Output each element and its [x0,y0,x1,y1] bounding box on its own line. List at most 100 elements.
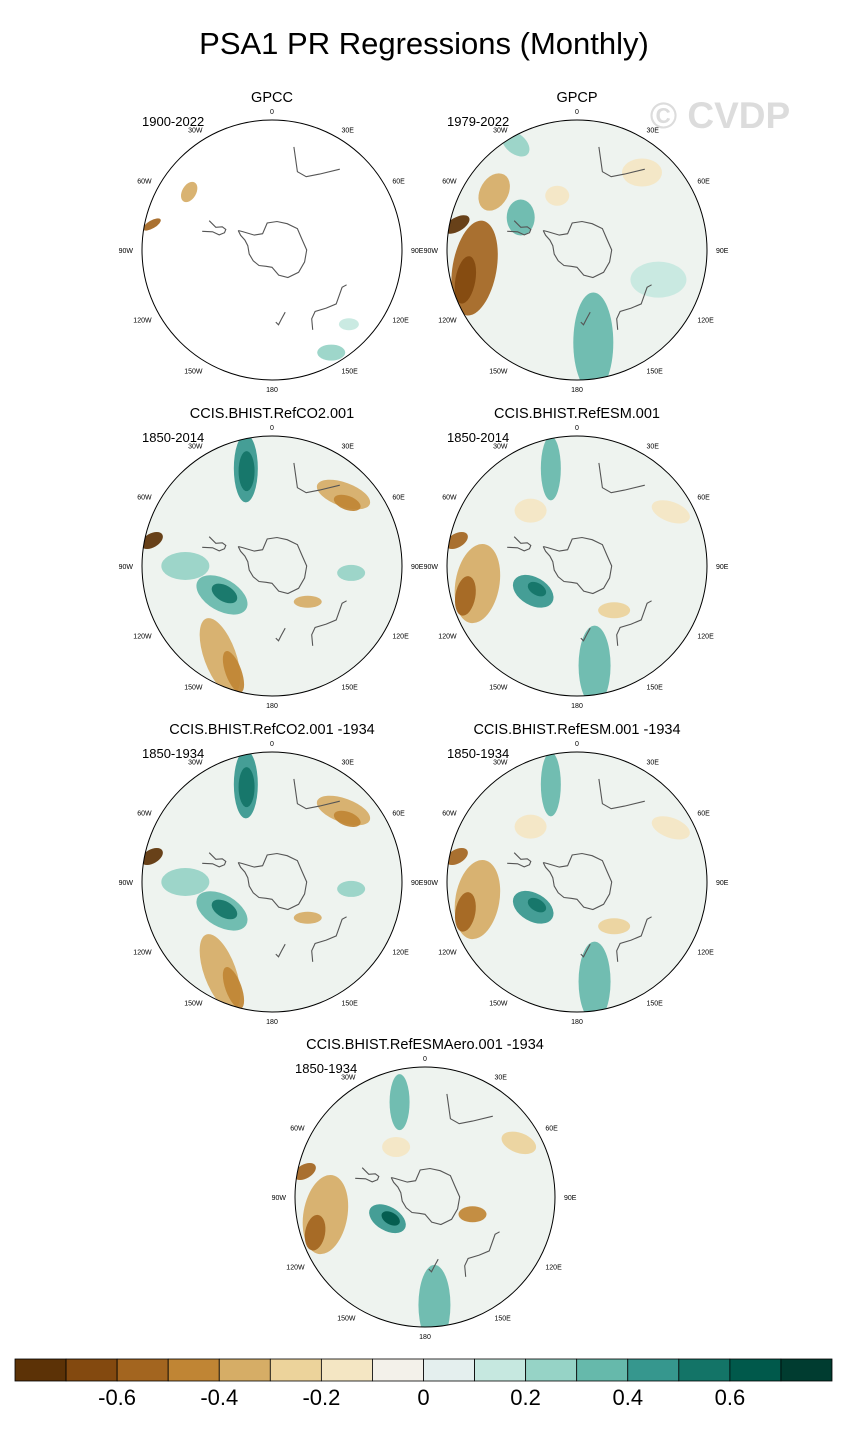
pr-anomaly-blob [527,897,547,913]
coastline [390,1167,461,1226]
colorbar-swatch [116,1358,169,1382]
colorbar-swatch [627,1358,680,1382]
map-panel: CCIS.BHIST.RefESM.001 1850-2014 0 30E 60E 90E… [424,406,729,710]
pr-anomaly-blob [447,215,470,234]
panel-period: 1850-1934 [447,746,509,761]
pr-regression-field [295,1074,537,1327]
lon-label: 120W [133,634,152,641]
lon-label: 150W [337,1315,356,1322]
colorbar-swatch [525,1358,578,1382]
pr-anomaly-blob [478,173,510,211]
map-border [446,751,708,1013]
map-panel: CCIS.BHIST.RefCO2.001 1850-2014 0 30E 60E 90E… [119,406,424,710]
pr-anomaly-blob [180,181,198,203]
coastline [275,943,286,958]
panel-title: CCIS.BHIST.RefESMAero.001 -1934 [306,1037,544,1053]
lon-label: 120W [438,950,457,957]
lon-label: 90E [411,248,424,255]
coastline [293,778,340,810]
map-ocean [447,752,707,1012]
pr-anomaly-blob [333,494,361,512]
pr-anomaly-blob [540,752,561,817]
coastline [580,627,591,642]
lon-label: 30W [188,128,203,135]
lon-label: 60W [442,811,457,818]
colorbar-swatch [729,1358,782,1382]
pr-anomaly-blob [333,810,361,828]
lon-label: 180 [571,387,583,394]
coastline [616,284,652,330]
colorbar-swatch [678,1358,731,1382]
coastlines [507,146,652,330]
lon-label: 60E [392,495,405,502]
lon-label: 150E [647,1000,664,1007]
pr-anomaly-blob [222,967,245,1009]
lon-label: 90E [716,564,729,571]
pr-anomaly-blob [418,1264,451,1327]
map-panel: CCIS.BHIST.RefCO2.001 -1934 1850-1934 0 30E… [119,722,424,1026]
map-ocean [295,1067,555,1327]
coastline [237,536,308,595]
pr-anomaly-blob [238,767,255,808]
pr-anomaly-blob [651,816,690,840]
coastline [616,916,652,962]
lon-label: 0 [270,741,274,748]
pr-anomaly-blob [514,814,547,839]
pr-anomaly-blob [295,1162,316,1181]
lon-label: 120W [438,634,457,641]
map-panel: CCIS.BHIST.RefESMAero.001 -1934 1850-1934… [272,1037,577,1341]
pr-anomaly-blob [338,318,359,331]
colorbar-swatch [320,1358,373,1382]
coastline [542,536,613,595]
pr-anomaly-blob [389,1074,410,1131]
lon-label: 120E [697,318,714,325]
lon-label: 30W [493,128,508,135]
colorbar-swatch [14,1358,67,1382]
panel-period: 1979-2022 [447,114,509,129]
lon-label: 60E [697,179,710,186]
coastline [202,220,227,236]
lon-label: 150E [342,684,359,691]
pr-anomaly-blob [454,892,476,932]
pr-anomaly-blob [222,651,245,693]
coastline [311,600,347,646]
colorbar-tick-label: -0.4 [200,1385,238,1410]
lon-label: 180 [266,703,278,710]
colorbar-tick-label: 0 [417,1385,429,1410]
pr-anomaly-blob [161,552,210,580]
map-ocean [447,436,707,696]
pr-anomaly-blob [317,344,346,361]
panel-title: GPCP [556,90,597,106]
panel-title: GPCC [251,90,293,106]
pr-regression-field [447,130,687,380]
figure-title: PSA1 PR Regressions (Monthly) [199,26,649,61]
lon-label: 30W [188,444,203,451]
pr-anomaly-blob [578,625,611,696]
panel-period: 1850-2014 [447,430,509,445]
pr-anomaly-blob [143,218,161,231]
lon-label: 150E [342,368,359,375]
lon-label: 60W [137,495,152,502]
lon-label: 150E [342,1000,359,1007]
lon-label: 150E [647,368,664,375]
lon-label: 180 [266,1019,278,1026]
pr-anomaly-blob [501,1131,537,1155]
lon-label: 90W [119,880,134,887]
lon-label: 120E [392,634,409,641]
pr-anomaly-blob [447,531,468,550]
coastline [311,284,347,330]
lon-label: 0 [270,109,274,116]
lon-label: 30E [647,444,660,451]
lon-label: 120E [392,950,409,957]
colorbar-tick-label: -0.6 [98,1385,136,1410]
lon-label: 90E [411,880,424,887]
pr-regression-field [447,436,690,696]
colorbar-tick-label: 0.6 [715,1385,746,1410]
pr-anomaly-blob [211,899,238,920]
coastline [542,852,613,911]
coastline [355,1167,380,1183]
lon-label: 180 [266,387,278,394]
coastline [275,627,286,642]
lon-label: 90W [119,564,134,571]
colorbar-swatch [372,1358,424,1382]
